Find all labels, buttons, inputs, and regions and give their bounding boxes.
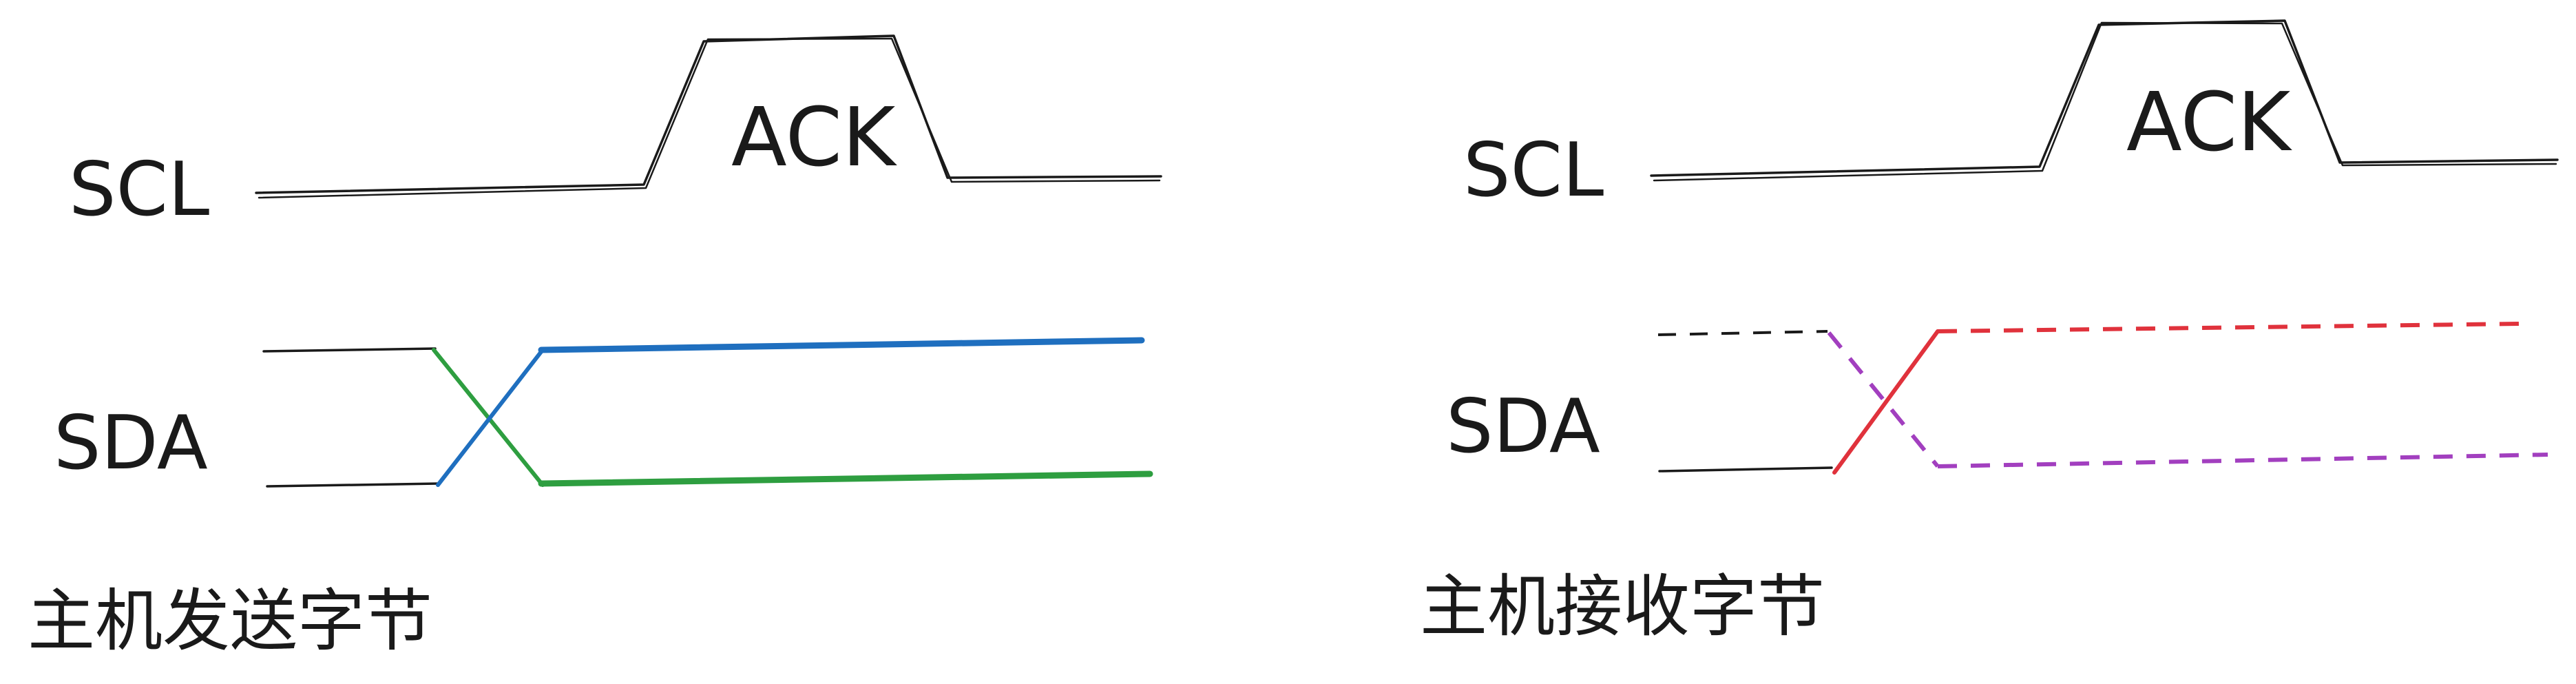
right-sda-released-dashed-line (1657, 330, 1828, 336)
right-ack-label: ACK (2126, 74, 2292, 169)
left-panel: SCL ACK SDA 主机发送字节 (28, 34, 1162, 661)
left-sda-green-low-line (538, 470, 1153, 487)
right-caption: 主机接收字节 (1420, 568, 1825, 646)
left-sda-idle-lines (262, 347, 439, 488)
right-sda-red-transition (1832, 329, 1940, 475)
right-sda-purple-low-dashed-line (1937, 453, 2548, 468)
left-ack-label: ACK (731, 90, 897, 185)
left-sda-label: SDA (54, 400, 208, 486)
right-sda-low-line (1658, 466, 1833, 473)
left-sda-blue-transition (436, 348, 545, 487)
left-caption: 主机发送字节 (28, 582, 432, 661)
right-sda-red-high-dashed-line (1937, 322, 2521, 333)
left-scl-waveform (255, 34, 1162, 199)
right-scl-label: SCL (1463, 127, 1604, 214)
left-scl-label: SCL (69, 147, 209, 233)
right-panel: SCL ACK SDA 主机接收字节 (1420, 19, 2559, 646)
left-sda-blue-high-line (538, 337, 1145, 353)
right-scl-waveform (1650, 19, 2559, 182)
right-sda-purple-transition (1827, 331, 1940, 468)
right-sda-label: SDA (1446, 384, 1600, 470)
